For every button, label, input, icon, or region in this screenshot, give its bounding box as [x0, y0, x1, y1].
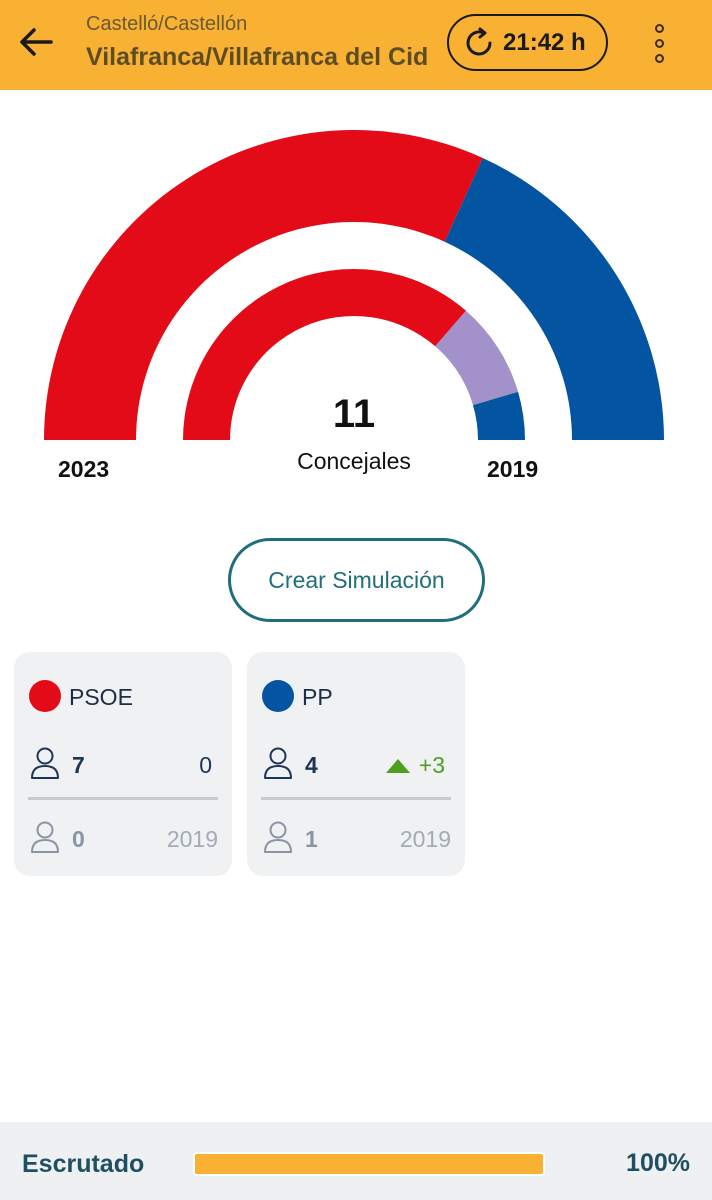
seats-change-value: +3	[418, 752, 445, 778]
seats-previous: 0	[72, 826, 85, 852]
party-color-dot	[262, 680, 294, 712]
person-icon	[31, 747, 59, 779]
card-divider	[261, 797, 451, 800]
year-current-label: 2023	[58, 456, 110, 482]
party-color-dot	[29, 680, 61, 712]
seats-change: +3	[385, 752, 445, 779]
top-bar: Castelló/Castellón Vilafranca/Villafranc…	[0, 0, 712, 90]
party-card-pp[interactable]: PP 4 +3 1 2019	[247, 652, 465, 876]
seats-change: 0	[199, 752, 212, 779]
previous-year: 2019	[166, 826, 218, 852]
seats-current: 7	[72, 752, 85, 778]
seat-segment-2019-other	[435, 310, 519, 406]
total-seats: 11	[332, 392, 376, 436]
seats-change-value: 0	[199, 752, 212, 778]
refresh-icon	[466, 27, 492, 55]
scrutiny-progress-fill	[195, 1154, 543, 1174]
town-name: Vilafranca/Villafranca del Cid	[86, 43, 429, 71]
create-simulation-button[interactable]: Crear Simulación	[228, 538, 485, 622]
card-divider	[28, 797, 218, 800]
party-card-psoe[interactable]: PSOE 7 0 0 2019	[14, 652, 232, 876]
party-name: PP	[302, 684, 333, 710]
seats-previous: 1	[305, 826, 318, 852]
refresh-button[interactable]: 21:42 h	[447, 14, 608, 71]
more-options-button[interactable]	[640, 20, 678, 66]
seat-segment-2023-pp	[444, 158, 664, 440]
previous-year: 2019	[399, 826, 451, 852]
person-icon	[264, 821, 292, 853]
party-name: PSOE	[69, 684, 133, 710]
person-icon	[264, 747, 292, 779]
scrutiny-footer: Escrutado 100%	[0, 1122, 712, 1200]
scrutiny-percent: 100%	[626, 1149, 690, 1177]
province-name: Castelló/Castellón	[86, 13, 248, 35]
seats-chart	[0, 100, 712, 500]
year-previous-label: 2019	[487, 456, 539, 482]
arrow-left-icon	[20, 28, 53, 56]
total-seats-label: Concejales	[297, 448, 411, 474]
seat-segment-2019-psoe	[183, 269, 466, 440]
back-button[interactable]	[14, 22, 58, 62]
scrutiny-label: Escrutado	[22, 1150, 145, 1178]
more-vertical-icon	[654, 23, 664, 33]
triangle-up-icon	[385, 758, 410, 773]
seat-segment-2019-pp	[472, 391, 525, 440]
scrutiny-progress-bar	[193, 1152, 545, 1176]
person-icon	[31, 821, 59, 853]
update-time: 21:42 h	[503, 28, 586, 56]
seats-current: 4	[305, 752, 318, 778]
seat-segment-2023-psoe	[44, 129, 483, 440]
hemicycle-svg	[44, 129, 664, 440]
